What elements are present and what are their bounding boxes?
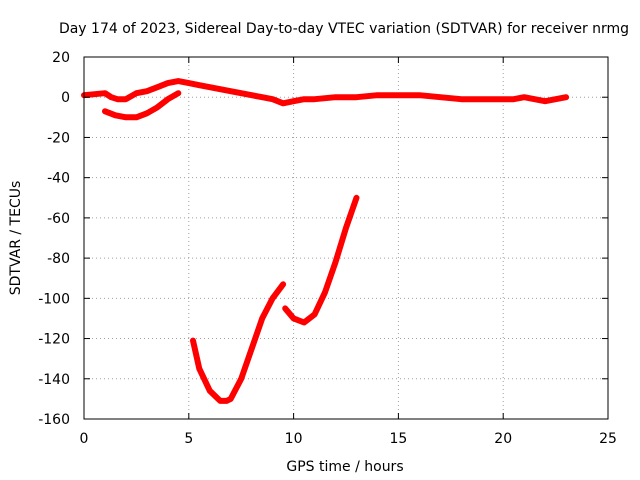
series-line-deep-dip — [190, 281, 287, 404]
y-tick-label: -80 — [47, 251, 70, 267]
y-tick-label: 20 — [52, 50, 70, 66]
y-tick-label: -20 — [47, 130, 70, 146]
x-tick-label: 0 — [80, 431, 89, 447]
y-axis-label: SDTVAR / TECUs — [8, 181, 24, 296]
y-tick-label: -160 — [38, 412, 70, 428]
x-axis-label: GPS time / hours — [286, 459, 403, 475]
x-tick-label: 5 — [184, 431, 193, 447]
x-tick-label: 25 — [599, 431, 617, 447]
y-tick-label: -40 — [47, 171, 70, 187]
series-line-main-upper — [81, 78, 570, 107]
y-tick-label: 0 — [61, 90, 70, 106]
plot-frame — [83, 56, 609, 420]
grid-lines — [84, 57, 608, 419]
y-tick-label: -120 — [38, 332, 70, 348]
x-tick-label: 15 — [389, 431, 407, 447]
y-tick-label: -60 — [47, 211, 70, 227]
axis-ticks: 20 0 -20 -40 -60 -80 -100 -120 -140 -160 0 5 10 15 20 2… — [38, 50, 617, 447]
series-line-recovery — [282, 194, 360, 326]
chart-title: Day 174 of 2023, Sidereal Day-to-day VTE… — [59, 21, 629, 37]
y-tick-label: -100 — [38, 291, 70, 307]
series-line-lower-hump — [102, 90, 182, 121]
y-tick-label: -140 — [38, 372, 70, 388]
x-tick-label: 10 — [285, 431, 303, 447]
data-series-group — [81, 78, 570, 404]
x-tick-label: 20 — [494, 431, 512, 447]
